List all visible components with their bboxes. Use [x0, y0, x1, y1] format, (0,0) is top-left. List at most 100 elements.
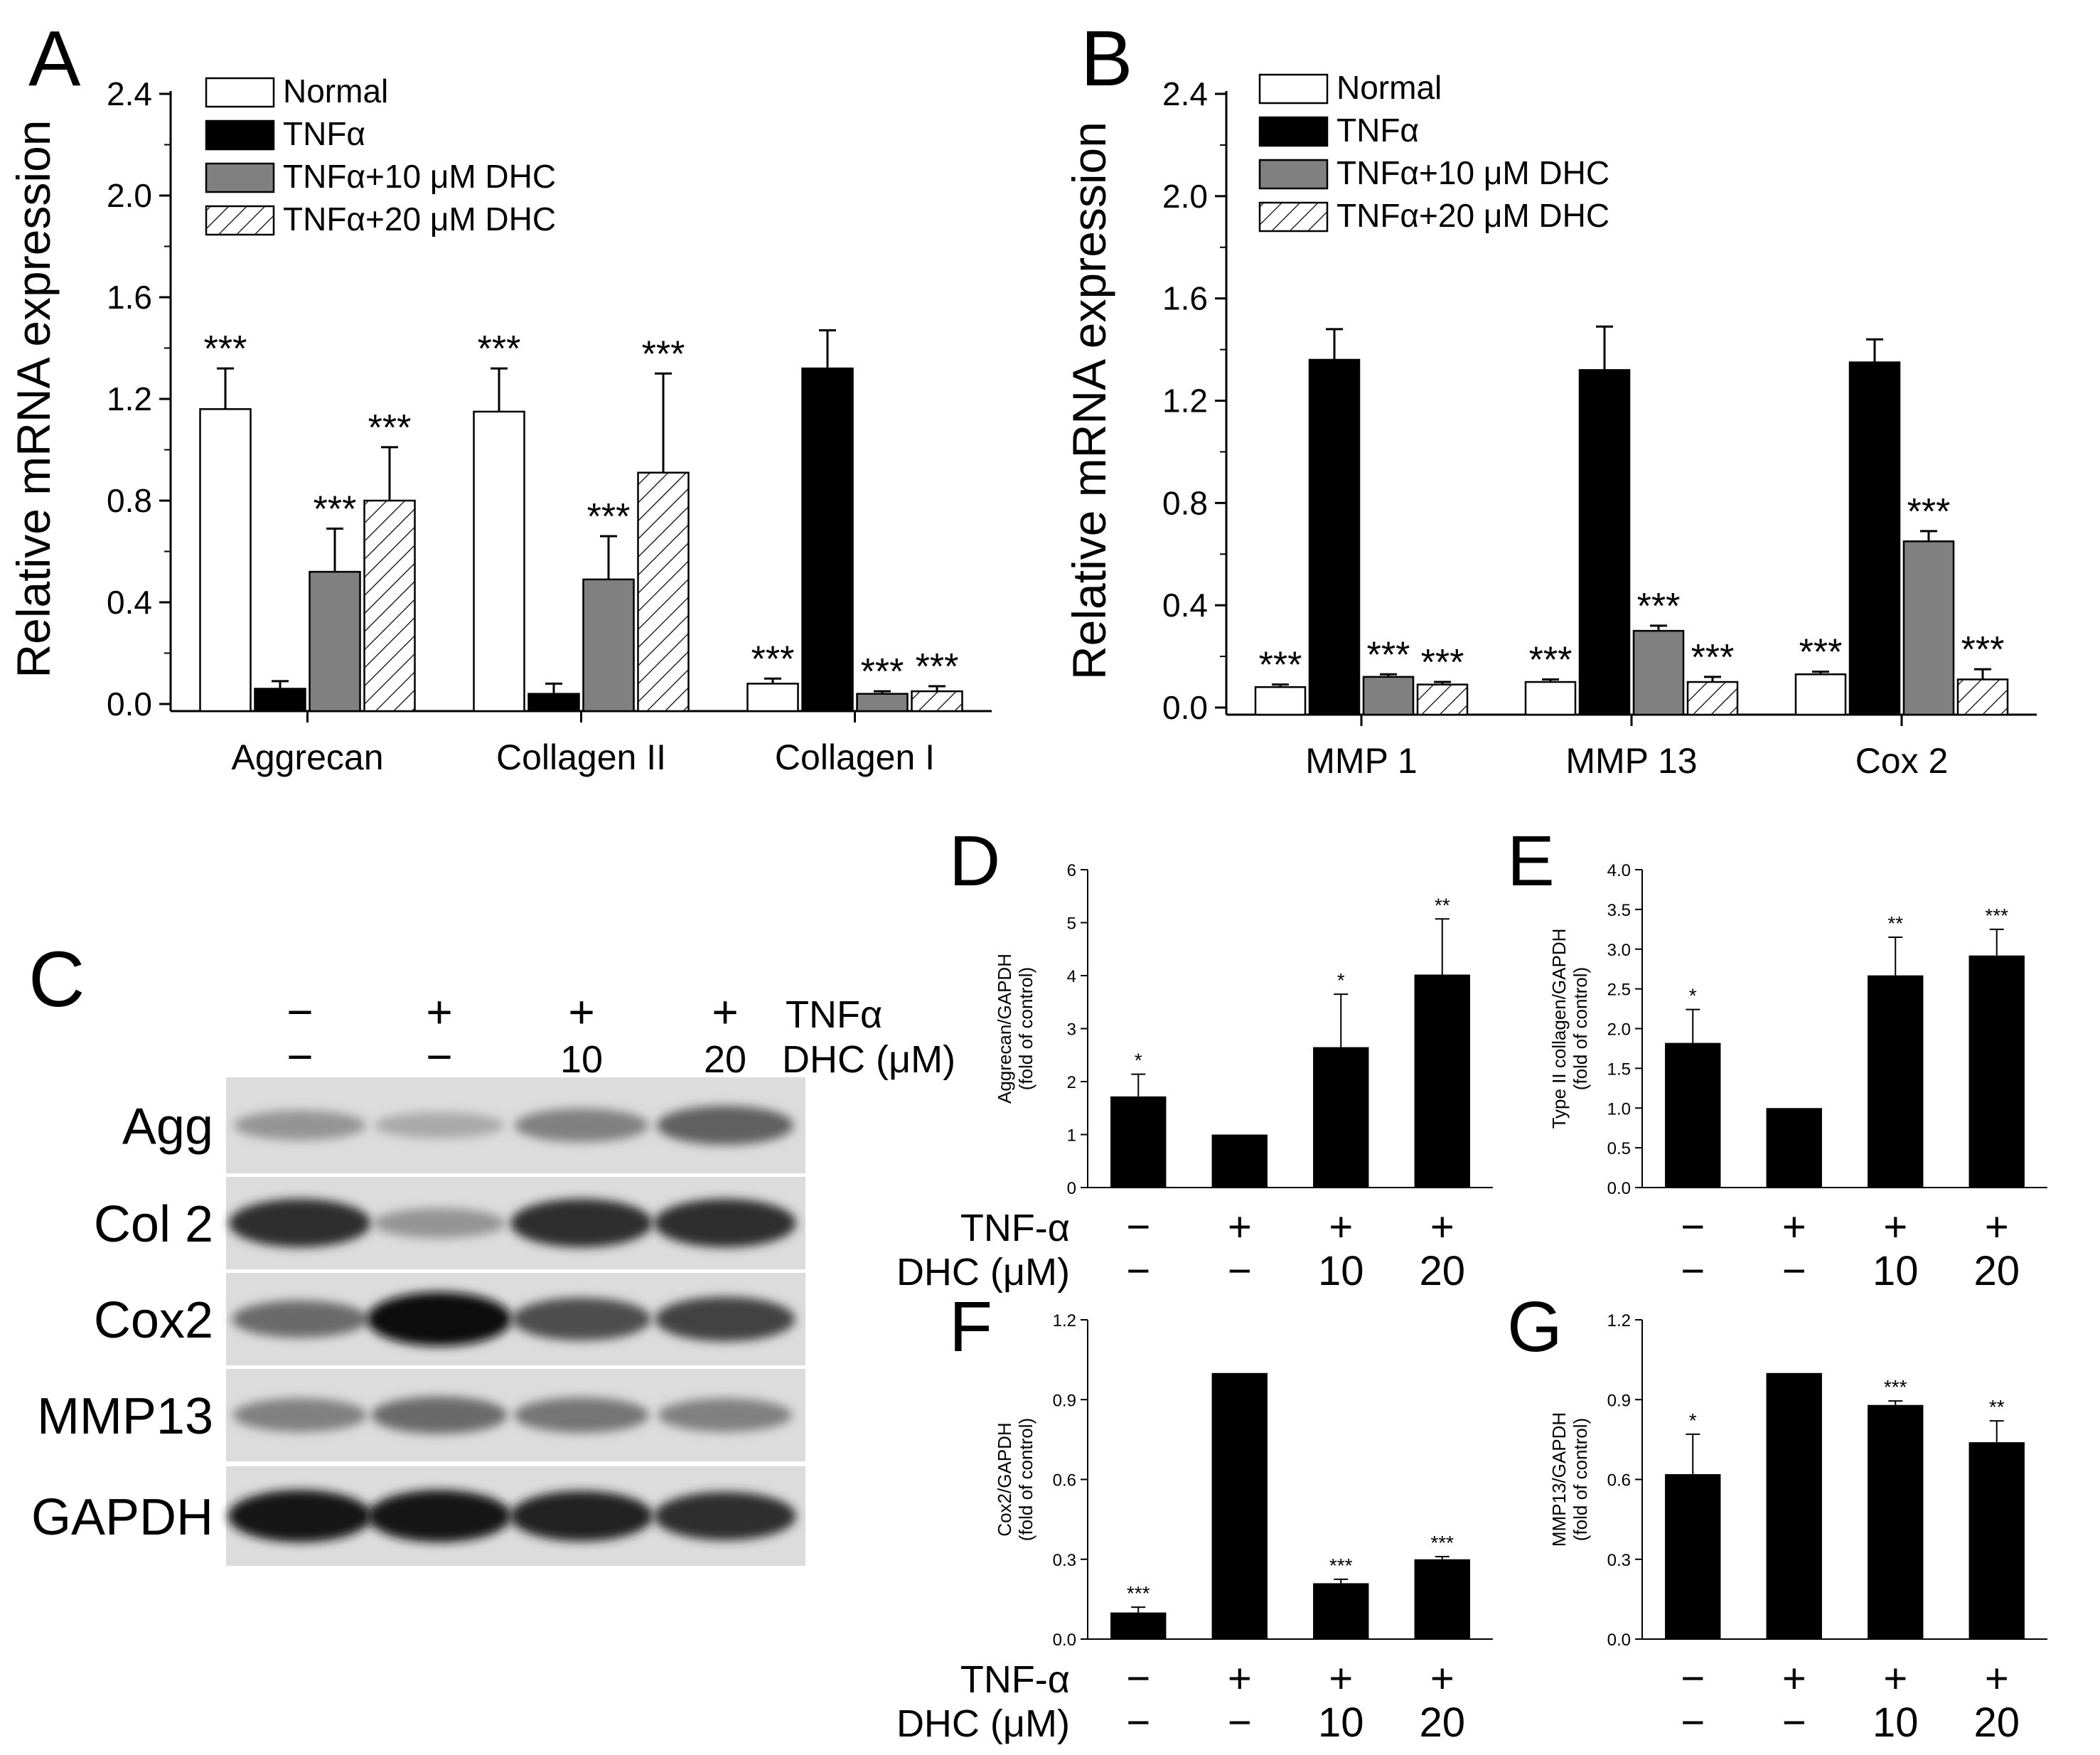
y-axis-label-unit: (fold of control) [1570, 1418, 1591, 1541]
dhc-dose: 10 [1318, 1248, 1364, 1294]
y-tick-label: 0 [1067, 1179, 1076, 1198]
x-tick-label: Collagen II [496, 737, 666, 777]
blot-tnf-sign-2: + [426, 986, 452, 1037]
y-axis-label-unit: (fold of control) [1570, 967, 1591, 1090]
y-tick-label: 0.0 [1607, 1179, 1631, 1198]
blot-tnf-label: TNFα [786, 993, 882, 1036]
tnf-row-label: TNF-α [960, 1207, 1070, 1249]
y-tick-label: 0.5 [1607, 1139, 1631, 1158]
dhc-dose: 10 [1318, 1700, 1364, 1746]
bar [1794, 673, 1847, 716]
dhc-dose: − [1126, 1700, 1150, 1746]
y-axis-label: Relative mRNA expression [1063, 122, 1115, 680]
blot-band [367, 1490, 512, 1542]
tnf-sign: + [1883, 1655, 1907, 1702]
blot-band [658, 1398, 793, 1432]
tnf-sign: + [1329, 1655, 1353, 1702]
blot-band [655, 1296, 795, 1342]
bar [1868, 1404, 1924, 1639]
x-tick-label: Collagen I [775, 737, 935, 777]
y-tick-label: 2.4 [1162, 75, 1208, 112]
blot-tnf-sign-1: − [286, 986, 313, 1037]
y-tick-label: 0.0 [107, 686, 152, 722]
tnf-sign: + [1228, 1204, 1252, 1250]
bar [582, 578, 635, 713]
dhc-dose: − [1681, 1700, 1705, 1746]
bar [473, 410, 525, 713]
blot-row: MMP13 [37, 1369, 805, 1461]
panel-letter-c: C [28, 936, 85, 1023]
y-axis-label: Aggrecan/GAPDH [994, 954, 1015, 1104]
x-tick-label: Cox 2 [1855, 741, 1949, 781]
blot-row-label: Agg [122, 1099, 213, 1156]
chart-panel-g: 0.0 0.3 0.6 0.9 1.2 MMP13/GAPDH (fold of contr… [1548, 1311, 2047, 1650]
western-blot: Agg Col 2 Cox2 MMP13 GAPDH [31, 1077, 805, 1566]
dhc-dose: − [1782, 1248, 1806, 1294]
y-axis-label: Type II collagen/GAPDH [1548, 929, 1570, 1129]
legend-label: Normal [1336, 69, 1442, 106]
blot-band [374, 1112, 505, 1138]
significance-label: * [1689, 1409, 1697, 1431]
significance-label: *** [314, 489, 357, 530]
legend-swatch [1258, 73, 1329, 105]
significance-label: *** [751, 639, 795, 680]
blot-tnf-sign-3: + [568, 986, 594, 1037]
significance-label: *** [1421, 642, 1464, 683]
significance-label: *** [916, 646, 959, 688]
legend-label: TNFα+10 μM DHC [283, 158, 556, 195]
bar [1110, 1096, 1167, 1188]
blot-band [373, 1207, 505, 1239]
y-tick-label: 1.6 [1162, 280, 1208, 317]
dhc-dose: − [1681, 1248, 1705, 1294]
significance-label: *** [1985, 905, 2008, 927]
panel-letter-b: B [1081, 15, 1132, 102]
dhc-dose: 20 [1419, 1248, 1465, 1294]
blot-band [654, 1491, 796, 1541]
significance-label: *** [1529, 639, 1573, 681]
x-tick-label: Aggrecan [231, 737, 383, 777]
significance-label: *** [587, 496, 631, 538]
blot-row-label: Cox2 [94, 1292, 213, 1349]
blot-band [656, 1105, 794, 1146]
tnf-row-label: TNF-α [960, 1658, 1070, 1701]
significance-label: *** [1430, 1532, 1454, 1554]
charts: 0.0 0.4 0.8 1.2 1.6 2.0 2.4 Relative mRNA expre… [7, 69, 2047, 1746]
blot-dhc-sign-2: − [426, 1031, 452, 1082]
significance-label: *** [642, 334, 685, 375]
tnf-sign: + [1430, 1655, 1455, 1702]
bar [1968, 1442, 2025, 1639]
bar [254, 688, 306, 713]
y-tick-label: 1.0 [1607, 1099, 1631, 1119]
chart-panel-e: 0.0 0.5 1.0 1.5 2.0 2.5 3.0 3.5 4.0 Type II colla… [1548, 861, 2047, 1198]
x-tick-label: MMP 13 [1565, 741, 1697, 781]
tnf-sign: + [1228, 1655, 1252, 1702]
significance-label: *** [1799, 632, 1843, 673]
y-tick-label: 2.0 [1607, 1020, 1631, 1040]
bar [1766, 1372, 1822, 1639]
y-tick-label: 0.0 [1053, 1631, 1076, 1650]
significance-label: * [1135, 1050, 1142, 1072]
panel-letter-d: D [949, 821, 1000, 901]
bar [309, 570, 361, 713]
legend-label: TNFα+20 μM DHC [283, 201, 556, 238]
blot-dhc-dose-3: 10 [560, 1038, 603, 1081]
bar [801, 367, 854, 713]
significance-label: * [1689, 985, 1697, 1007]
blot-dhc-dose-4: 20 [704, 1038, 746, 1081]
y-axis-label: Cox2/GAPDH [994, 1422, 1015, 1536]
y-tick-label: 0.8 [1162, 484, 1208, 521]
blot-dhc-label: DHC (μM) [782, 1038, 955, 1081]
tnf-sign: − [1681, 1655, 1705, 1702]
blot-dhc-sign-1: − [286, 1031, 313, 1082]
significance-label: * [1337, 969, 1345, 991]
legend-label: Normal [283, 73, 388, 110]
y-tick-label: 2.4 [107, 75, 152, 112]
panel-letter-f: F [949, 1287, 992, 1367]
treatment-labels: −−+−+10+20 [1681, 1204, 2020, 1294]
bar [1211, 1134, 1268, 1188]
blot-row: Cox2 [94, 1273, 805, 1365]
dhc-row-label: DHC (μM) [896, 1702, 1070, 1745]
